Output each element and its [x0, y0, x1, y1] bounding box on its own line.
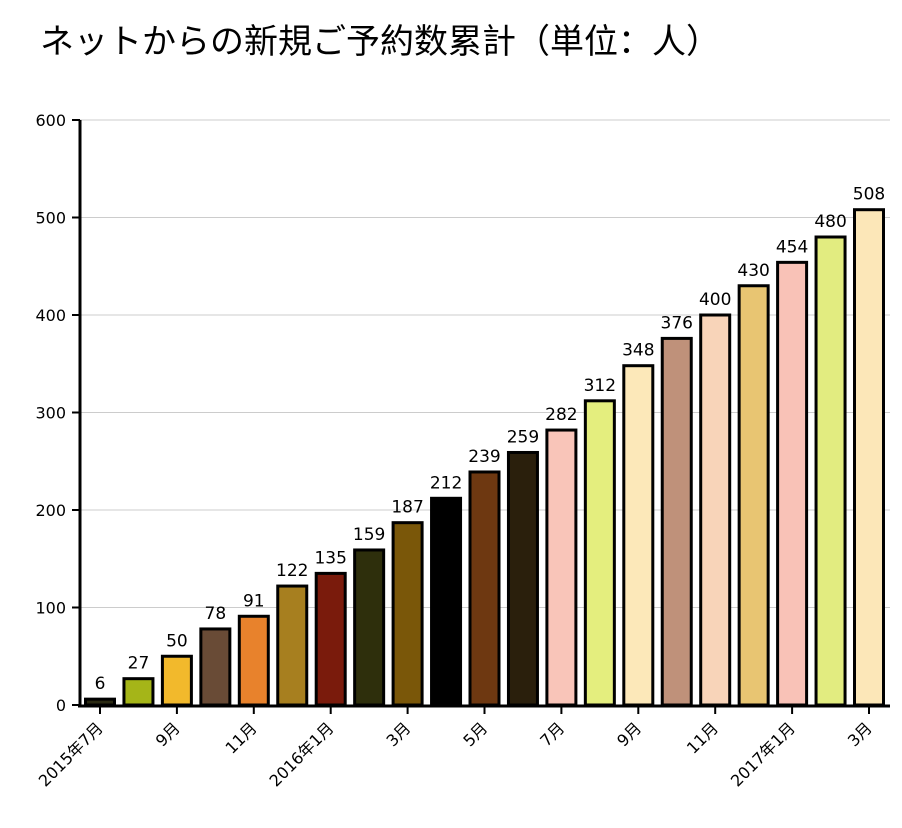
bar	[545, 428, 578, 707]
y-tick-label: 500	[35, 209, 66, 228]
bar	[122, 677, 155, 707]
data-label: 376	[661, 313, 693, 333]
y-tick-label: 300	[35, 404, 66, 423]
data-label: 239	[468, 447, 500, 467]
bar	[814, 235, 847, 707]
y-tick-label: 0	[56, 696, 66, 715]
data-labels: 6 27 50 78 91 122 135 159 187 212 239 259 282 312 348 3…	[95, 185, 886, 694]
bar	[622, 364, 655, 707]
data-label: 122	[276, 561, 308, 581]
x-tick-label: 2017年1月	[727, 718, 799, 790]
data-label: 348	[622, 341, 654, 361]
y-tick-label: 400	[35, 306, 66, 325]
data-label: 212	[430, 473, 462, 493]
y-tick-label: 100	[35, 599, 66, 618]
bar	[160, 654, 193, 707]
bar	[699, 313, 732, 707]
bar	[853, 208, 885, 707]
bar	[506, 450, 539, 707]
bar	[660, 336, 693, 707]
bar	[391, 521, 424, 707]
y-tick-label: 200	[35, 501, 66, 520]
x-tick-label: 2016年1月	[265, 718, 337, 790]
bar	[776, 260, 809, 707]
data-label: 187	[391, 498, 423, 518]
x-tick-label: 2015年7月	[35, 718, 107, 790]
data-label: 480	[814, 212, 846, 232]
bar	[84, 697, 116, 707]
x-tick-label: 11月	[683, 718, 722, 757]
bar	[430, 496, 463, 707]
data-label: 159	[353, 525, 385, 545]
x-tick-label: 5月	[459, 718, 491, 750]
data-label: 135	[314, 548, 346, 568]
bar	[353, 548, 386, 707]
data-label: 400	[699, 290, 731, 310]
data-label: 454	[776, 237, 808, 257]
bars	[84, 208, 885, 707]
bar	[276, 584, 309, 707]
bar	[199, 627, 232, 707]
data-label: 312	[584, 376, 616, 396]
x-tick-label: 9月	[152, 718, 184, 750]
bar	[737, 284, 770, 707]
x-axis: 2015年7月 9月 11月 2016年1月 3月 5月 7月 9月 11月 2017年1月 3月	[35, 704, 890, 790]
data-label: 78	[205, 604, 227, 624]
data-label: 508	[853, 185, 885, 205]
data-label: 430	[737, 261, 769, 281]
data-label: 50	[166, 631, 188, 651]
x-tick-label: 11月	[221, 718, 260, 757]
x-tick-label: 3月	[844, 718, 876, 750]
y-tick-label: 600	[35, 111, 66, 130]
bar	[237, 614, 270, 707]
bar	[583, 399, 616, 707]
data-label: 259	[507, 427, 539, 447]
chart-title: ネットからの新規ご予約数累計（単位：人）	[40, 22, 720, 62]
bar	[314, 571, 347, 707]
bar	[468, 470, 501, 707]
x-tick-label: 9月	[613, 718, 645, 750]
data-label: 6	[95, 674, 106, 694]
data-label: 27	[128, 654, 150, 674]
data-label: 282	[545, 405, 577, 425]
y-axis: 0 100 200 300 400 500 600	[35, 111, 82, 715]
data-label: 91	[243, 591, 265, 611]
x-tick-label: 7月	[536, 718, 568, 750]
x-tick-label: 3月	[382, 718, 414, 750]
